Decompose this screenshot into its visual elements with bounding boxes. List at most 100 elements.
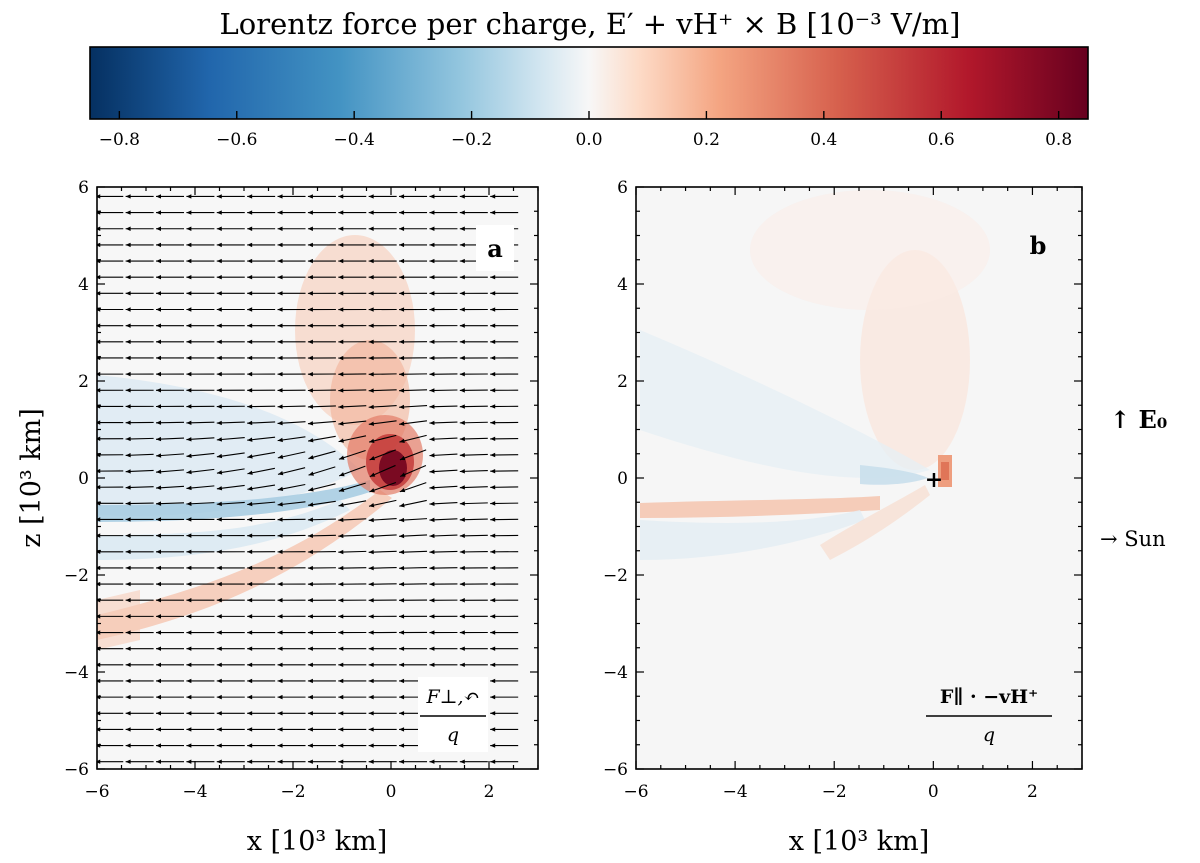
quiver-arrow-head (307, 307, 313, 312)
quiver-arrow-head (97, 371, 101, 377)
quiver-arrow-head (125, 436, 131, 442)
panel-b-blue-near-origin (860, 465, 928, 485)
quiver-arrow-head (156, 307, 162, 312)
panel-b-label: b (1030, 231, 1047, 260)
e0-direction-label: ↑ E₀ (1110, 405, 1167, 434)
quiver-arrow-head (277, 565, 283, 571)
quiver-arrow-head (490, 420, 496, 425)
quiver-arrow-head (429, 372, 435, 377)
quiver-arrow-head (429, 453, 435, 458)
quiver-arrow-head (216, 275, 222, 280)
quiver-arrow-head (277, 486, 284, 492)
quiver-arrow-head (125, 420, 131, 425)
quiver-arrow-head (338, 565, 344, 571)
quiver-arrow-head (459, 194, 465, 199)
panel-b-red-tail (640, 496, 880, 518)
quiver-arrow-head (277, 630, 283, 635)
quiver-arrow-head (399, 210, 405, 215)
quiver-arrow-head (429, 598, 435, 603)
quiver-arrow-head (125, 501, 131, 506)
quiver-arrow-head (125, 307, 131, 312)
quiver-arrow-head (429, 339, 435, 345)
quiver-arrow-head (216, 759, 222, 764)
quiver-arrow-head (490, 727, 496, 732)
quiver-arrow-head (277, 242, 283, 248)
x-tick-label: 2 (1027, 782, 1038, 802)
panel-a: −6 −4 −2 0 2 −6 −4 −2 0 2 4 6 a F⊥,↶ q x [10³ km] z… (16, 178, 539, 857)
quiver-arrow-head (459, 404, 465, 409)
quiver-arrow-head (125, 727, 131, 732)
quiver-arrow-head (247, 437, 253, 442)
quiver-arrow-head (125, 646, 131, 651)
quiver-arrow-head (459, 210, 465, 215)
quiver-arrow-head (490, 323, 496, 328)
quiver-arrow-head (368, 372, 374, 377)
quiver-arrow-head (186, 646, 192, 651)
quiver-arrow-head (216, 565, 222, 571)
quiver-arrow-head (307, 258, 313, 264)
quiver-arrow-head (368, 258, 374, 264)
quiver-arrow-head (399, 759, 405, 764)
quiver-arrow-head (277, 743, 283, 748)
quiver-arrow-head (97, 711, 101, 716)
quiver-arrow-head (368, 242, 374, 248)
quiver-arrow-head (429, 759, 435, 764)
quiver-arrow-head (459, 323, 465, 328)
quiver-arrow-head (216, 453, 223, 459)
quiver-arrow-head (247, 323, 253, 328)
quiver-arrow-head (399, 678, 405, 684)
quiver-arrow-head (490, 275, 496, 280)
quiver-arrow-head (338, 339, 344, 345)
quiver-arrow-head (125, 194, 131, 199)
quiver-arrow-head (490, 646, 496, 651)
quiver-arrow-head (429, 194, 435, 199)
quiver-arrow-head (369, 438, 375, 444)
quiver-arrow-head (247, 470, 253, 475)
quiver-arrow-head (368, 404, 374, 410)
quiver-arrow-head (307, 533, 313, 539)
quiver-arrow-head (186, 437, 192, 442)
quiver-arrow-head (338, 291, 344, 296)
quiver-arrow-head (429, 436, 435, 442)
colorbar: Lorentz force per charge, E′ + vH⁺ × B [… (89, 7, 1089, 150)
panel-b-spot-core (941, 462, 949, 480)
sun-direction-label: → Sun (1100, 527, 1166, 551)
quiver-arrow-head (186, 759, 192, 764)
quiver-arrow-head (307, 323, 313, 328)
quiver-arrow-head (156, 662, 162, 668)
quiver-arrow-head (338, 258, 344, 264)
quiver-arrow-head (186, 614, 192, 619)
quiver-arrow-head (399, 242, 405, 248)
quiver-arrow-head (399, 517, 405, 523)
quiver-arrow-head (97, 614, 101, 619)
quiver-arrow-head (429, 242, 435, 248)
quiver-arrow-head (429, 662, 435, 668)
quiver-arrow-head (459, 339, 465, 345)
quiver-arrow-head (399, 743, 405, 748)
colorbar-tick-label: −0.8 (99, 130, 140, 150)
quiver-arrow-head (338, 614, 344, 619)
quiver-arrow-head (97, 468, 101, 474)
quiver-arrow-head (308, 471, 314, 476)
quiver-arrow-head (156, 678, 162, 684)
quiver-arrow-head (156, 759, 162, 764)
quiver-arrow-head (459, 371, 465, 377)
quiver-arrow-head (368, 565, 374, 571)
quiver-arrow-head (125, 355, 131, 361)
quiver-arrow-head (490, 452, 496, 458)
quiver-arrow-head (186, 242, 192, 248)
quiver-arrow-head (459, 630, 465, 635)
quiver-arrow-head (368, 678, 374, 684)
quiver-arrow-head (368, 630, 374, 635)
quiver-arrow-head (429, 549, 435, 555)
quiver-arrow-head (338, 226, 344, 231)
quiver-arrow-head (277, 533, 283, 538)
quiver-arrow-head (368, 743, 374, 748)
quiver-arrow-head (247, 759, 253, 764)
quiver-arrow-head (307, 711, 313, 716)
quiver-arrow-head (216, 598, 222, 603)
quiver-arrow-head (125, 226, 131, 231)
quiver-arrow-head (490, 549, 496, 555)
quiver-arrow-head (277, 581, 283, 587)
quiver-arrow-head (307, 194, 313, 199)
